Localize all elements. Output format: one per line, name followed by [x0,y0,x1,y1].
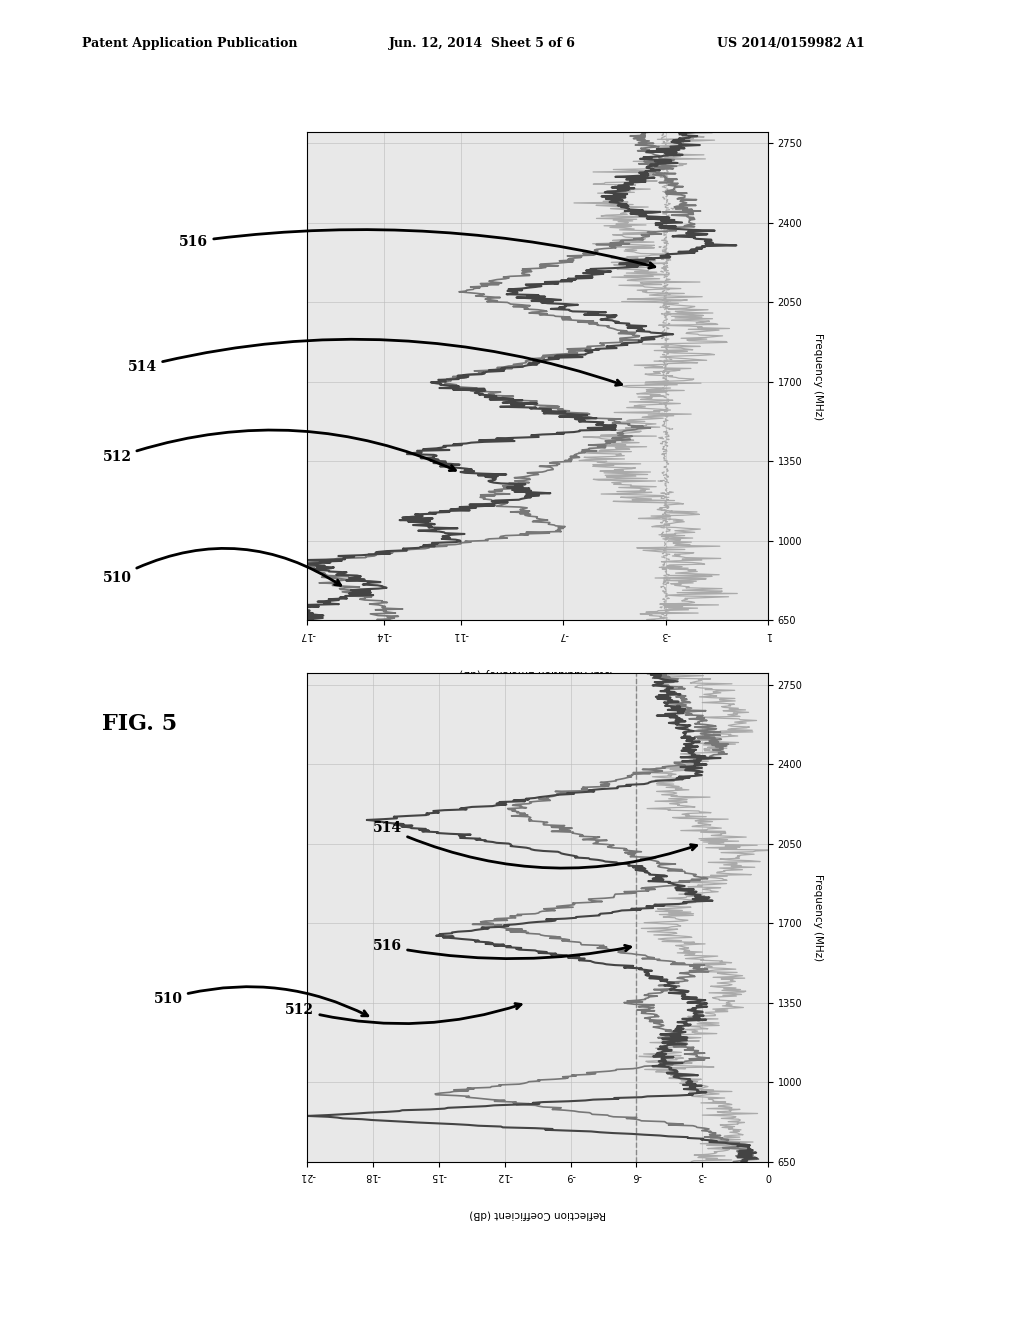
Text: 516: 516 [179,230,654,268]
X-axis label: Total Radiation Efficiency (dB): Total Radiation Efficiency (dB) [460,668,615,678]
Text: Patent Application Publication: Patent Application Publication [82,37,297,50]
Text: 512: 512 [286,1003,521,1023]
Y-axis label: Frequency (MHz): Frequency (MHz) [813,874,823,961]
Text: 510: 510 [154,986,368,1016]
Text: FIG. 5: FIG. 5 [102,713,177,735]
Text: 510: 510 [102,548,341,585]
Text: 514: 514 [373,821,696,869]
Text: US 2014/0159982 A1: US 2014/0159982 A1 [717,37,864,50]
Y-axis label: Frequency (MHz): Frequency (MHz) [813,333,823,420]
Text: 514: 514 [128,339,622,385]
Text: 516: 516 [373,940,631,958]
X-axis label: Reflection Coefficient (dB): Reflection Coefficient (dB) [469,1209,606,1220]
Text: 512: 512 [102,430,456,471]
Text: Jun. 12, 2014  Sheet 5 of 6: Jun. 12, 2014 Sheet 5 of 6 [389,37,575,50]
